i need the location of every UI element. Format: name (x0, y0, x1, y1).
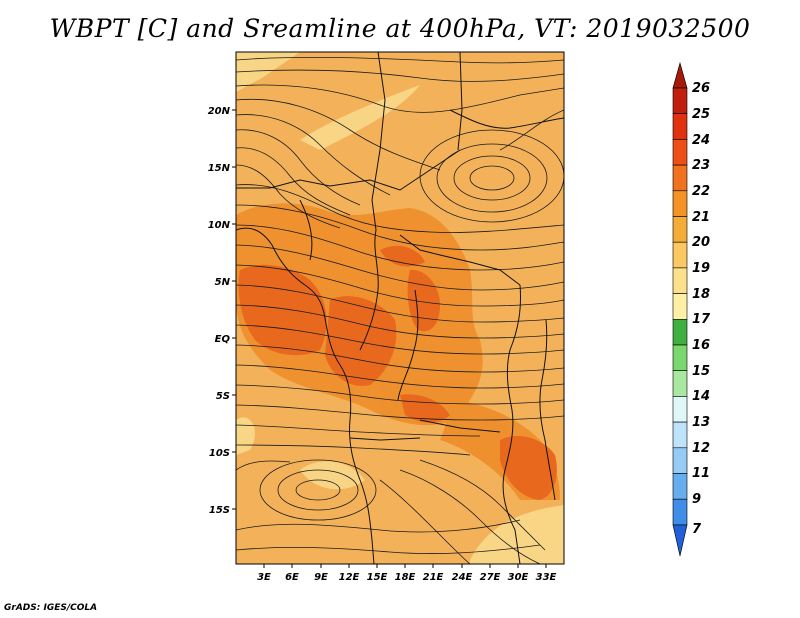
colorbar-label: 14 (692, 389, 710, 404)
colorbar-label: 15 (692, 364, 710, 379)
colorbar-label: 25 (692, 107, 710, 122)
colorbar-bottom-arrow (672, 524, 688, 557)
colorbar-label: 24 (692, 133, 710, 148)
colorbar-bin (672, 473, 688, 500)
colorbar-bin (672, 293, 688, 320)
colorbar-label: 16 (692, 338, 710, 353)
colorbar-label: 9 (692, 492, 701, 507)
colorbar (672, 61, 688, 557)
colorbar-bin (672, 241, 688, 269)
colorbar-top-arrow (672, 61, 688, 89)
lat-label: 20N (208, 106, 231, 117)
country-borders (236, 52, 564, 564)
colorbar-label: 13 (692, 415, 710, 430)
lat-label: 10S (209, 448, 230, 459)
colorbar-bin (672, 87, 688, 115)
colorbar-bin (672, 164, 688, 192)
lon-label: 30E (508, 572, 529, 583)
colorbar-bin (672, 139, 688, 166)
lat-label: EQ (215, 334, 231, 345)
lon-label: 6E (285, 572, 299, 583)
colorbar-bin (672, 344, 688, 372)
colorbar-label: 18 (692, 287, 710, 302)
colorbar-label: 7 (692, 522, 702, 537)
lon-label: 9E (314, 572, 328, 583)
lat-label: 15S (209, 505, 230, 516)
grads-credit: GrADS: IGES/COLA (4, 603, 98, 613)
colorbar-label: 19 (692, 261, 710, 276)
colorbar-bin (672, 267, 688, 294)
colorbar-bin (672, 216, 688, 243)
colorbar-label: 20 (692, 235, 710, 250)
lon-label: 18E (395, 572, 416, 583)
lon-label: 33E (536, 572, 557, 583)
lon-label: 15E (367, 572, 388, 583)
colorbar-bin (672, 190, 688, 217)
colorbar-bin (672, 370, 688, 397)
latitude-axis (232, 109, 236, 510)
lon-label: 12E (339, 572, 360, 583)
colorbar-label: 22 (692, 184, 710, 199)
colorbar-label: 11 (692, 466, 710, 481)
colorbar-bin (672, 396, 688, 423)
map-plot-area (236, 52, 564, 564)
colorbar-label: 17 (692, 312, 711, 327)
lon-label: 27E (480, 572, 501, 583)
colorbar-bin (672, 421, 688, 449)
colorbar-label: 26 (692, 81, 710, 96)
colorbar-bin (672, 113, 688, 140)
lon-label: 24E (452, 572, 473, 583)
colorbar-label: 23 (692, 158, 710, 173)
colorbar-bin (672, 447, 688, 474)
lat-label: 5N (215, 277, 231, 288)
colorbar-label: 12 (692, 441, 710, 456)
longitude-axis (263, 564, 547, 568)
streamlines (236, 56, 564, 564)
wbpt-pale-patches (236, 52, 564, 564)
colorbar-bin (672, 498, 688, 526)
lat-label: 5S (216, 391, 230, 402)
lon-label: 21E (423, 572, 444, 583)
lat-label: 15N (208, 163, 231, 174)
map-frame (235, 51, 565, 565)
colorbar-bin (672, 318, 688, 346)
figure-title: WBPT [C] and Sreamline at 400hPa, VT: 20… (49, 14, 751, 43)
lon-label: 3E (257, 572, 271, 583)
colorbar-label: 21 (692, 210, 710, 225)
lat-label: 10N (208, 220, 231, 231)
